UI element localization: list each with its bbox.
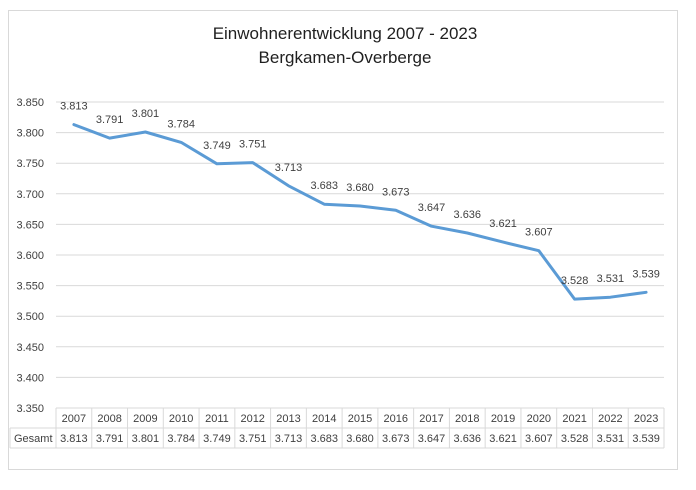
x-category-label: 2020 bbox=[527, 413, 551, 425]
x-category-label: 2010 bbox=[169, 413, 193, 425]
y-tick-label: 3.800 bbox=[16, 128, 44, 140]
x-category-label: 2021 bbox=[562, 413, 586, 425]
table-value-cell: 3.680 bbox=[346, 433, 374, 445]
y-tick-label: 3.350 bbox=[16, 403, 44, 415]
y-tick-label: 3.650 bbox=[16, 219, 44, 231]
data-labels: 3.813 3.791 3.801 3.784 3.749 3.751 3.713 3.683… bbox=[60, 101, 660, 287]
y-tick-label: 3.500 bbox=[16, 311, 44, 323]
table-value-cell: 3.528 bbox=[561, 433, 589, 445]
data-label: 3.784 bbox=[167, 118, 195, 130]
y-tick-label: 3.850 bbox=[16, 97, 44, 109]
y-tick-label: 3.550 bbox=[16, 281, 44, 293]
data-label: 3.539 bbox=[632, 268, 660, 280]
data-label: 3.621 bbox=[489, 218, 517, 230]
table-value-cell: 3.673 bbox=[382, 433, 410, 445]
data-label: 3.813 bbox=[60, 101, 88, 113]
table-value-cell: 3.751 bbox=[239, 433, 267, 445]
data-label: 3.791 bbox=[96, 114, 124, 126]
x-category-label: 2019 bbox=[491, 413, 515, 425]
table-value-cell: 3.647 bbox=[418, 433, 446, 445]
data-label: 3.528 bbox=[561, 275, 589, 287]
table-value-cell: 3.683 bbox=[310, 433, 338, 445]
x-category-label: 2008 bbox=[97, 413, 121, 425]
table-value-cell: 3.784 bbox=[167, 433, 195, 445]
table-value-cell: 3.621 bbox=[489, 433, 517, 445]
gridlines bbox=[56, 101, 664, 378]
y-axis-tick-labels: 3.850 3.800 3.750 3.700 3.650 3.600 3.550 3.500… bbox=[16, 97, 44, 415]
x-category-label: 2007 bbox=[62, 413, 86, 425]
x-category-label: 2022 bbox=[598, 413, 622, 425]
x-category-label: 2017 bbox=[419, 413, 443, 425]
table-row-label: Gesamt bbox=[14, 433, 53, 445]
table-value-cell: 3.607 bbox=[525, 433, 553, 445]
data-label: 3.683 bbox=[310, 180, 338, 192]
series-line-layer bbox=[72, 123, 648, 301]
chart-subtitle: Bergkamen-Overberge bbox=[259, 48, 432, 67]
x-category-label: 2011 bbox=[205, 413, 229, 425]
data-label: 3.607 bbox=[525, 227, 553, 239]
x-category-label: 2023 bbox=[634, 413, 658, 425]
x-category-label: 2016 bbox=[384, 413, 408, 425]
x-category-label: 2012 bbox=[240, 413, 264, 425]
chart-title: Einwohnerentwicklung 2007 - 2023 bbox=[213, 24, 478, 43]
data-label: 3.751 bbox=[239, 139, 267, 151]
table-value-cell: 3.801 bbox=[132, 433, 160, 445]
chart-frame bbox=[8, 10, 678, 470]
y-tick-label: 3.450 bbox=[16, 342, 44, 354]
data-label: 3.647 bbox=[418, 202, 446, 214]
table-value-cell: 3.813 bbox=[60, 433, 88, 445]
data-label: 3.673 bbox=[382, 186, 410, 198]
table-value-cell: 3.791 bbox=[96, 433, 124, 445]
table-value-cell: 3.713 bbox=[275, 433, 303, 445]
data-label: 3.680 bbox=[346, 182, 374, 194]
table-value-cell: 3.539 bbox=[632, 433, 660, 445]
x-category-label: 2015 bbox=[348, 413, 372, 425]
y-tick-label: 3.600 bbox=[16, 250, 44, 262]
data-label: 3.636 bbox=[454, 209, 482, 221]
x-category-label: 2014 bbox=[312, 413, 336, 425]
data-label: 3.801 bbox=[132, 108, 160, 120]
table-value-cell: 3.749 bbox=[203, 433, 231, 445]
x-category-label: 2009 bbox=[133, 413, 157, 425]
x-category-label: 2018 bbox=[455, 413, 479, 425]
data-label: 3.531 bbox=[597, 273, 625, 285]
table-value-cell: 3.531 bbox=[597, 433, 625, 445]
table-value-cell: 3.636 bbox=[454, 433, 482, 445]
data-label: 3.749 bbox=[203, 140, 231, 152]
data-label: 3.713 bbox=[275, 162, 303, 174]
data-table: Gesamt 2007 3.813 2008 3.791 2009 3.801 2010 3.7… bbox=[9, 407, 665, 449]
x-category-label: 2013 bbox=[276, 413, 300, 425]
series-line-gesamt bbox=[72, 123, 648, 301]
y-tick-label: 3.700 bbox=[16, 189, 44, 201]
y-tick-label: 3.750 bbox=[16, 158, 44, 170]
y-tick-label: 3.400 bbox=[16, 372, 44, 384]
